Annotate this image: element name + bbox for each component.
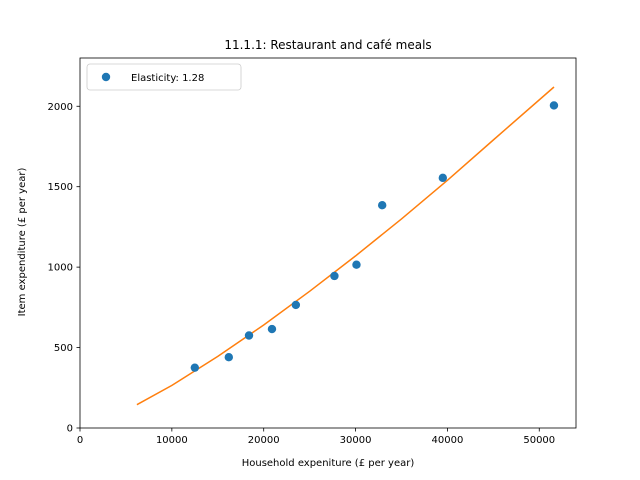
y-tick-label: 2000: [48, 102, 73, 113]
y-tick-label: 0: [67, 424, 73, 435]
x-tick-label: 0: [77, 435, 83, 446]
data-point: [330, 271, 339, 281]
data-point: [190, 363, 200, 372]
x-tick-label: 40000: [432, 435, 464, 446]
data-point: [377, 200, 387, 210]
y-axis-label: Item expenditure (£ per year): [17, 168, 28, 317]
chart-title: 11.1.1: Restaurant and café meals: [224, 38, 431, 52]
data-point: [549, 101, 559, 110]
legend-label: Elasticity: 1.28: [131, 73, 204, 84]
data-point: [267, 324, 277, 334]
x-tick-label: 20000: [248, 435, 280, 446]
legend-marker: [101, 72, 111, 82]
y-tick-label: 1000: [48, 263, 73, 274]
data-point: [224, 353, 233, 362]
x-tick-label: 10000: [156, 435, 188, 446]
y-tick-label: 1500: [48, 182, 73, 193]
legend: Elasticity: 1.28: [86, 63, 242, 91]
legend-box: [86, 63, 242, 91]
x-axis-label: Household expeniture (£ per year): [242, 458, 415, 469]
data-point: [291, 300, 301, 310]
x-tick-label: 50000: [523, 435, 555, 446]
y-tick-label: 500: [54, 343, 73, 354]
data-point: [352, 260, 361, 269]
fit-line: [136, 86, 555, 406]
data-point: [438, 173, 448, 183]
data-point: [244, 331, 254, 340]
plot-frame: [79, 57, 577, 429]
x-tick-label: 30000: [340, 435, 372, 446]
